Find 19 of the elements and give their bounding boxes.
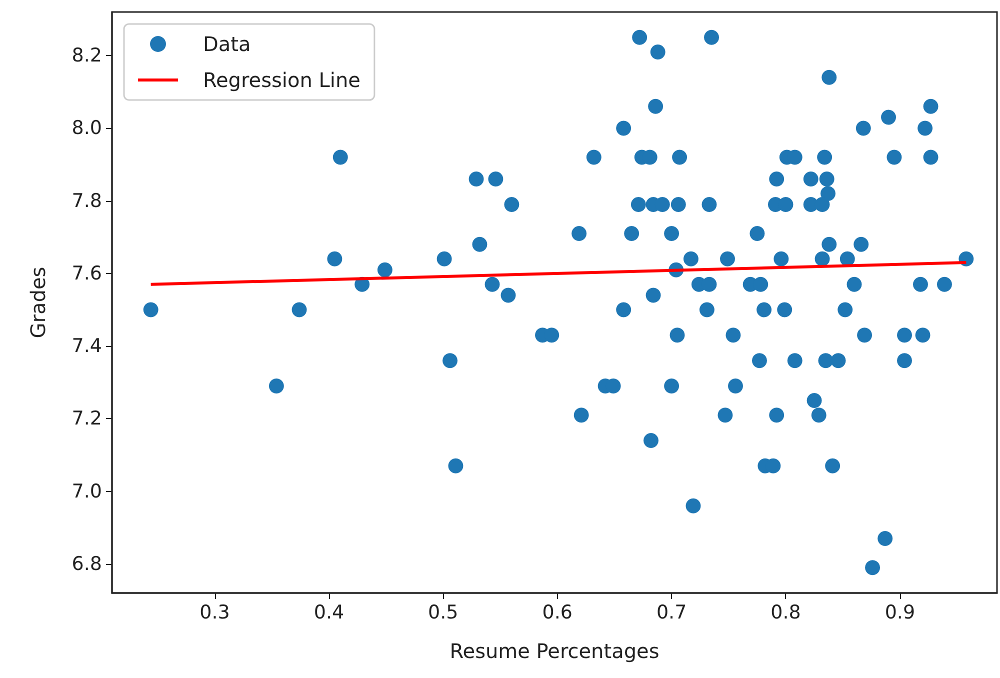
y-tick-label: 8.2 (72, 44, 102, 67)
x-tick-label: 0.4 (314, 602, 344, 624)
x-tick-label: 0.6 (542, 602, 572, 624)
y-tick-label: 7.0 (72, 480, 102, 502)
y-tick-label: 7.2 (72, 408, 102, 430)
legend-label: Regression Line (203, 68, 360, 92)
y-tick-label: 7.6 (72, 262, 102, 284)
x-tick-label: 0.9 (884, 602, 916, 624)
y-tick-label: 7.8 (72, 190, 102, 212)
x-tick-label: 0.8 (770, 602, 801, 624)
y-tick-label: 6.8 (72, 552, 102, 575)
x-tick-label: 0.3 (200, 602, 230, 624)
x-tick-label: 0.5 (428, 602, 458, 624)
y-axis-title: Grades (26, 266, 50, 338)
x-axis-title: Resume Percentages (450, 639, 660, 663)
y-tick-label: 8.0 (72, 117, 102, 140)
y-tick-label: 7.4 (72, 335, 102, 358)
legend-label: Data (203, 32, 251, 56)
x-tick-label: 0.7 (656, 602, 687, 624)
